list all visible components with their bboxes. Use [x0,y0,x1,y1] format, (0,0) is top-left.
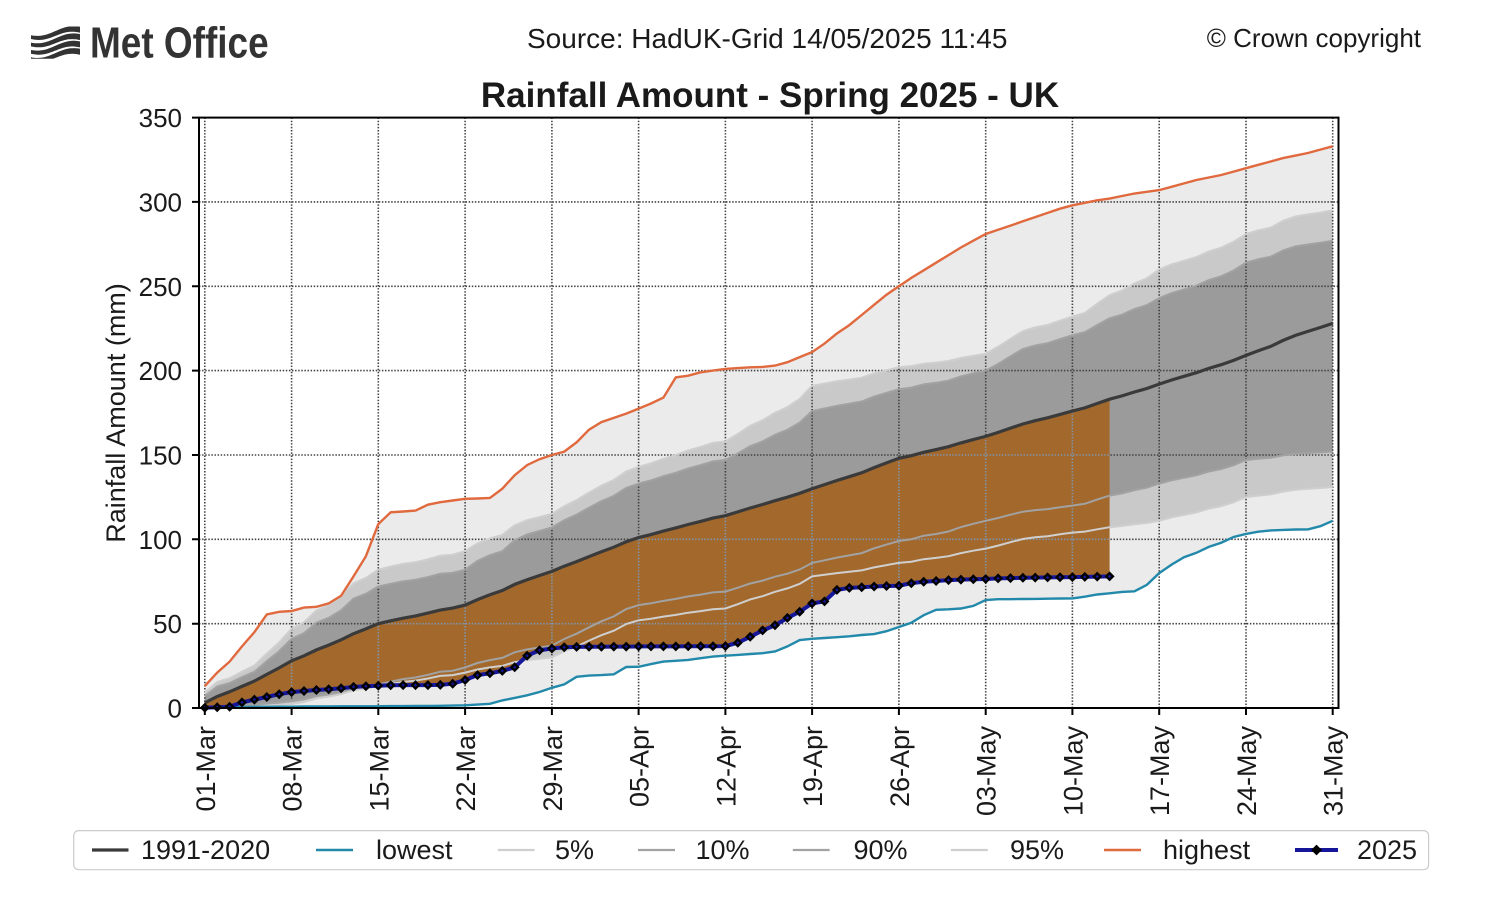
svg-text:03-May: 03-May [972,726,1002,817]
svg-text:Source: HadUK-Grid 14/05/2025: Source: HadUK-Grid 14/05/2025 11:45 [527,23,1007,54]
svg-text:highest: highest [1163,835,1251,865]
svg-text:31-May: 31-May [1319,726,1349,817]
svg-text:90%: 90% [854,835,908,865]
svg-text:10-May: 10-May [1058,726,1088,817]
svg-text:12-Apr: 12-Apr [711,726,741,807]
svg-text:05-Apr: 05-Apr [625,726,655,807]
svg-text:08-Mar: 08-Mar [278,726,308,812]
svg-text:Rainfall Amount - Spring 2025: Rainfall Amount - Spring 2025 - UK [481,76,1059,115]
svg-text:10%: 10% [696,835,750,865]
svg-text:19-Apr: 19-Apr [798,726,828,807]
svg-text:150: 150 [139,441,182,471]
svg-text:Rainfall Amount (mm): Rainfall Amount (mm) [101,283,131,543]
svg-text:© Crown copyright: © Crown copyright [1207,23,1422,53]
svg-text:24-May: 24-May [1232,726,1262,817]
svg-text:0: 0 [168,694,182,724]
svg-text:15-Mar: 15-Mar [364,726,394,812]
svg-text:350: 350 [139,103,182,133]
svg-text:50: 50 [153,609,182,639]
svg-text:300: 300 [139,187,182,217]
svg-text:22-Mar: 22-Mar [451,726,481,812]
svg-text:200: 200 [139,356,182,386]
svg-text:29-Mar: 29-Mar [538,726,568,812]
svg-text:lowest: lowest [376,835,453,865]
svg-text:5%: 5% [555,835,594,865]
svg-text:100: 100 [139,525,182,555]
svg-text:01-Mar: 01-Mar [191,726,221,812]
svg-text:26-Apr: 26-Apr [885,726,915,807]
svg-text:2025: 2025 [1357,835,1417,865]
svg-text:17-May: 17-May [1145,726,1175,817]
svg-text:1991-2020: 1991-2020 [141,835,270,865]
svg-text:Met Office: Met Office [90,17,269,67]
svg-text:250: 250 [139,272,182,302]
svg-text:95%: 95% [1010,835,1064,865]
